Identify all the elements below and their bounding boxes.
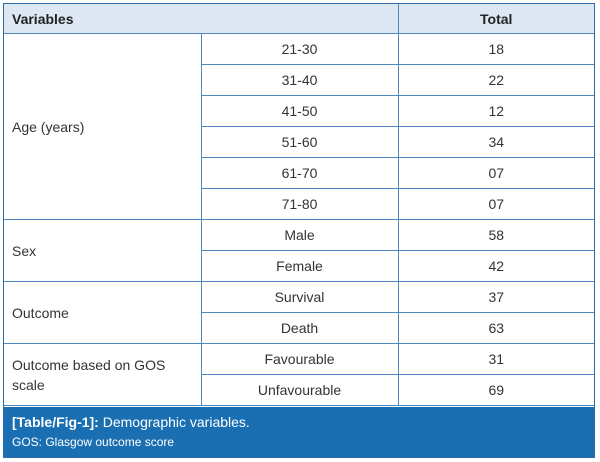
sub-label: Unfavourable — [201, 374, 399, 406]
total-value: 58 — [397, 219, 594, 251]
group-label-gos: Outcome based on GOS scale — [4, 343, 202, 406]
total-value: 07 — [397, 188, 594, 220]
sub-label: 31-40 — [201, 64, 399, 96]
group-label-age: Age (years) — [4, 33, 202, 220]
table-row: Age (years) 21-30 18 — [4, 33, 594, 220]
header-variables: Variables — [4, 4, 399, 34]
sub-label: Death — [201, 312, 399, 344]
total-value: 22 — [397, 64, 594, 96]
total-value: 18 — [397, 33, 594, 65]
group-label-sex: Sex — [4, 219, 202, 282]
sub-label: 71-80 — [201, 188, 399, 220]
table-row: Female 42 — [4, 250, 594, 282]
total-value: 31 — [397, 343, 594, 375]
sub-label: 41-50 — [201, 95, 399, 127]
total-value: 63 — [397, 312, 594, 344]
table-figure: Variables Total Age (years) 21-30 18 31-… — [3, 3, 595, 458]
sub-label: 51-60 — [201, 126, 399, 158]
caption-ref: [Table/Fig-1]: — [12, 414, 99, 430]
table-row: 31-40 22 — [4, 64, 594, 96]
total-value: 07 — [397, 157, 594, 189]
table-row: Sex Male 58 — [4, 219, 594, 282]
table-header-row: Variables Total — [4, 4, 594, 34]
sub-label: Survival — [200, 281, 399, 313]
total-value: 37 — [397, 281, 594, 313]
caption-title: Demographic variables. — [102, 414, 250, 430]
sub-label: 61-70 — [201, 157, 399, 189]
table-row: 71-80 07 — [4, 188, 594, 220]
sub-label: Favourable — [200, 343, 399, 375]
total-value: 12 — [397, 95, 594, 127]
total-value: 42 — [397, 250, 594, 282]
table-caption: [Table/Fig-1]: Demographic variables. GO… — [4, 407, 594, 457]
table-row: Death 63 — [4, 312, 594, 344]
table-row: Outcome Survival 37 — [4, 281, 594, 344]
header-total: Total — [397, 4, 594, 34]
total-value: 34 — [397, 126, 594, 158]
caption-note: GOS: Glasgow outcome score — [12, 435, 175, 449]
table-row: Outcome based on GOS scale Favourable 31 — [4, 343, 594, 406]
sub-label: 21-30 — [200, 33, 399, 65]
sub-label: Male — [200, 219, 399, 251]
sub-label: Female — [201, 250, 399, 282]
group-label-outcome: Outcome — [4, 281, 202, 344]
table-row: Unfavourable 69 — [4, 374, 594, 406]
caption-title-line: [Table/Fig-1]: Demographic variables. — [12, 413, 586, 431]
table-row: 61-70 07 — [4, 157, 594, 189]
total-value: 69 — [397, 374, 594, 406]
demographic-table: Variables Total Age (years) 21-30 18 31-… — [4, 4, 594, 406]
